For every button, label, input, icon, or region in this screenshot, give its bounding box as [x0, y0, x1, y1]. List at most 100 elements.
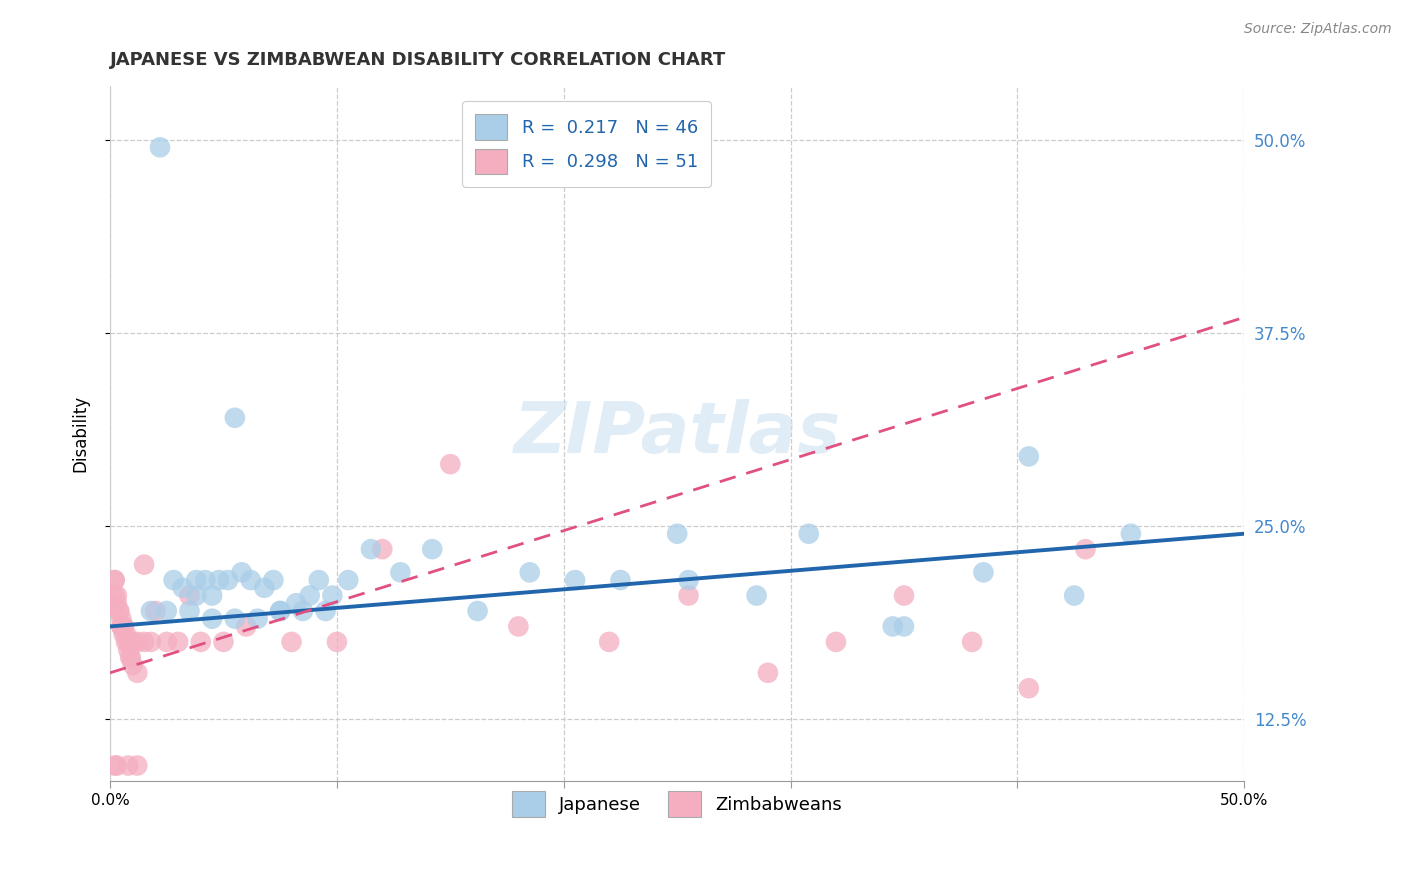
- Point: [104, 573, 127, 587]
- Point: [104, 589, 127, 603]
- Point: [110, 619, 132, 633]
- Point: [389, 566, 412, 580]
- Point: [105, 758, 128, 772]
- Point: [105, 596, 128, 610]
- Point: [201, 589, 224, 603]
- Point: [117, 635, 139, 649]
- Point: [298, 589, 321, 603]
- Point: [1018, 681, 1040, 696]
- Point: [1018, 450, 1040, 464]
- Point: [121, 658, 143, 673]
- Point: [179, 589, 201, 603]
- Point: [156, 635, 179, 649]
- Point: [120, 650, 142, 665]
- Point: [360, 542, 382, 557]
- Point: [115, 635, 138, 649]
- Point: [115, 627, 138, 641]
- Point: [186, 589, 208, 603]
- Point: [139, 635, 162, 649]
- Point: [893, 619, 915, 633]
- Point: [825, 635, 848, 649]
- Point: [105, 589, 128, 603]
- Point: [508, 619, 530, 633]
- Legend: Japanese, Zimbabweans: Japanese, Zimbabweans: [505, 784, 849, 824]
- Point: [127, 665, 149, 680]
- Point: [371, 542, 394, 557]
- Point: [149, 140, 172, 154]
- Point: [112, 619, 135, 633]
- Point: [1074, 542, 1097, 557]
- Point: [117, 642, 139, 657]
- Point: [519, 566, 541, 580]
- Point: [179, 604, 201, 618]
- Point: [117, 758, 139, 772]
- Text: Source: ZipAtlas.com: Source: ZipAtlas.com: [1244, 22, 1392, 37]
- Point: [280, 635, 302, 649]
- Point: [145, 604, 167, 618]
- Point: [337, 573, 360, 587]
- Point: [269, 604, 291, 618]
- Point: [756, 665, 779, 680]
- Point: [666, 526, 689, 541]
- Point: [882, 619, 904, 633]
- Point: [132, 558, 155, 572]
- Y-axis label: Disability: Disability: [72, 394, 89, 472]
- Point: [224, 612, 246, 626]
- Point: [117, 635, 139, 649]
- Point: [167, 635, 190, 649]
- Point: [112, 627, 135, 641]
- Point: [420, 542, 443, 557]
- Point: [104, 758, 127, 772]
- Point: [797, 526, 820, 541]
- Point: [112, 619, 135, 633]
- Point: [321, 589, 343, 603]
- Point: [139, 604, 162, 618]
- Point: [186, 573, 208, 587]
- Point: [564, 573, 586, 587]
- Point: [893, 589, 915, 603]
- Point: [127, 635, 149, 649]
- Point: [156, 604, 179, 618]
- Point: [308, 573, 330, 587]
- Point: [253, 581, 276, 595]
- Point: [315, 604, 337, 618]
- Point: [172, 581, 194, 595]
- Point: [162, 573, 184, 587]
- Text: JAPANESE VS ZIMBABWEAN DISABILITY CORRELATION CHART: JAPANESE VS ZIMBABWEAN DISABILITY CORREL…: [110, 51, 727, 69]
- Point: [217, 573, 239, 587]
- Point: [121, 635, 143, 649]
- Point: [678, 573, 700, 587]
- Point: [127, 758, 149, 772]
- Point: [326, 635, 349, 649]
- Text: ZIPatlas: ZIPatlas: [513, 399, 841, 467]
- Point: [239, 573, 262, 587]
- Point: [269, 604, 291, 618]
- Point: [745, 589, 768, 603]
- Point: [285, 596, 308, 610]
- Point: [467, 604, 489, 618]
- Point: [235, 619, 257, 633]
- Point: [678, 589, 700, 603]
- Point: [190, 635, 212, 649]
- Point: [120, 650, 142, 665]
- Point: [108, 604, 131, 618]
- Point: [262, 573, 284, 587]
- Point: [246, 612, 269, 626]
- Point: [212, 635, 235, 649]
- Point: [231, 566, 253, 580]
- Point: [598, 635, 620, 649]
- Point: [132, 635, 155, 649]
- Point: [201, 612, 224, 626]
- Point: [291, 604, 314, 618]
- Point: [609, 573, 631, 587]
- Point: [972, 566, 994, 580]
- Point: [104, 573, 127, 587]
- Point: [208, 573, 231, 587]
- Point: [1063, 589, 1085, 603]
- Point: [960, 635, 983, 649]
- Point: [439, 457, 461, 471]
- Point: [224, 410, 246, 425]
- Point: [110, 619, 132, 633]
- Point: [1119, 526, 1142, 541]
- Point: [194, 573, 217, 587]
